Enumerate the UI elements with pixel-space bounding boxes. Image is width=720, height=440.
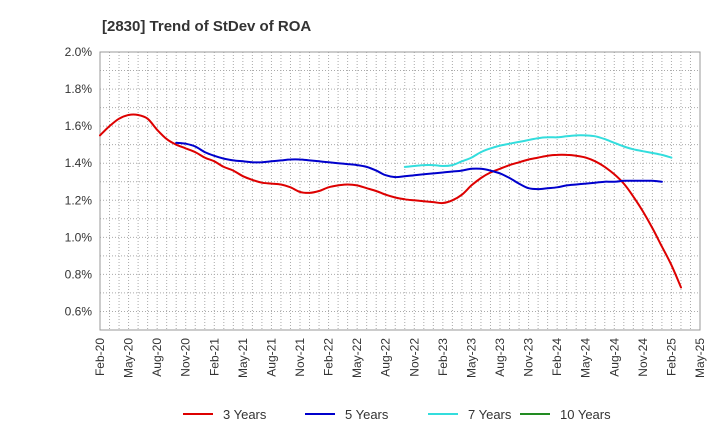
x-tick-label: May-23 — [464, 338, 478, 378]
x-tick-label: Aug-24 — [607, 338, 621, 377]
legend-label: 7 Years — [468, 407, 512, 422]
series-line-7-years — [403, 134, 673, 168]
x-tick-label: Nov-21 — [293, 338, 307, 377]
y-tick-label: 1.8% — [65, 82, 93, 96]
legend-label: 10 Years — [560, 407, 611, 422]
x-tick-label: Nov-22 — [407, 338, 421, 377]
y-tick-label: 0.6% — [65, 304, 93, 318]
y-tick-label: 1.6% — [65, 119, 93, 133]
x-tick-label: Feb-23 — [436, 338, 450, 376]
plot-area — [100, 52, 700, 330]
x-tick-label: Feb-20 — [93, 338, 107, 376]
series-line-5-years — [175, 141, 663, 191]
x-tick-label: Feb-21 — [207, 338, 221, 376]
legend: 3 Years 5 Years 7 Years 10 Years — [183, 407, 611, 422]
x-tick-label: May-20 — [122, 338, 136, 378]
x-tick-label: Nov-23 — [522, 338, 536, 377]
x-tick-label: Feb-25 — [664, 338, 678, 376]
chart-title: [2830] Trend of StDev of ROA — [102, 18, 311, 35]
x-tick-label: Aug-20 — [150, 338, 164, 377]
series-group — [99, 113, 682, 289]
y-tick-label: 2.0% — [65, 45, 93, 59]
y-tick-label: 0.8% — [65, 267, 93, 281]
x-tick-label: Feb-24 — [550, 338, 564, 376]
x-tick-label: Aug-21 — [264, 338, 278, 377]
x-tick-label: May-25 — [693, 338, 707, 378]
y-axis: 0.6% 0.8% 1.0% 1.2% 1.4% 1.6% 1.8% 2.0% — [65, 45, 93, 318]
legend-label: 3 Years — [223, 407, 267, 422]
y-tick-label: 1.4% — [65, 156, 93, 170]
x-tick-label: Nov-24 — [636, 338, 650, 377]
plot-frame — [99, 51, 701, 331]
x-tick-label: May-21 — [236, 338, 250, 378]
y-tick-label: 1.2% — [65, 193, 93, 207]
grid-y — [100, 70, 700, 312]
y-tick-label: 1.0% — [65, 230, 93, 244]
x-tick-label: Aug-22 — [379, 338, 393, 377]
x-axis: Feb-20 May-20 Aug-20 Nov-20 Feb-21 May-21 Aug-… — [93, 338, 707, 378]
x-tick-label: Feb-22 — [322, 338, 336, 376]
legend-label: 5 Years — [345, 407, 389, 422]
x-tick-label: May-22 — [350, 338, 364, 378]
x-tick-label: Nov-20 — [179, 338, 193, 377]
x-tick-label: May-24 — [579, 338, 593, 378]
series-line-3-years — [99, 113, 682, 289]
x-tick-label: Aug-23 — [493, 338, 507, 377]
